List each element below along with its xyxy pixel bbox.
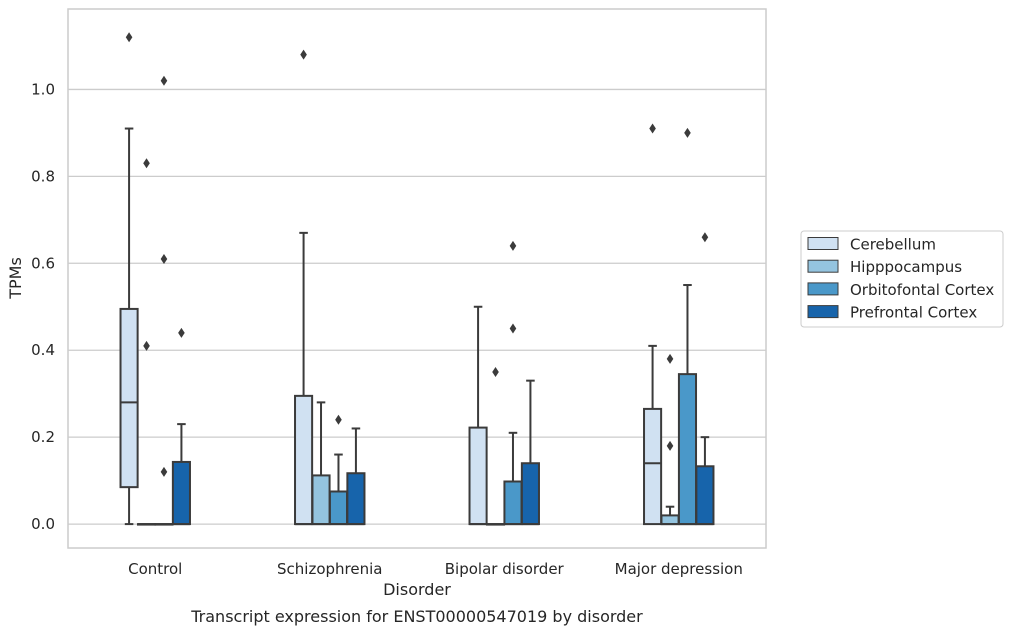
legend-swatch	[807, 305, 839, 319]
box-group	[328, 414, 349, 526]
x-tick-label: Schizophrenia	[277, 560, 382, 578]
box-group	[154, 75, 174, 526]
box	[119, 307, 139, 489]
x-tick-label: Major depression	[615, 560, 743, 578]
outlier-point	[160, 466, 168, 477]
box-group	[503, 240, 523, 526]
plot-frame	[67, 8, 767, 549]
legend-swatch	[807, 282, 839, 296]
box-group	[468, 305, 488, 526]
box	[328, 490, 349, 526]
box	[643, 407, 663, 526]
figure-caption: Transcript expression for ENST0000054701…	[190, 607, 643, 626]
box	[520, 462, 540, 526]
box-plot-series	[119, 32, 715, 526]
box-group	[119, 32, 139, 526]
box	[468, 426, 488, 526]
legend-label: Cerebellum	[850, 236, 936, 254]
box	[294, 394, 314, 526]
outlier-point	[649, 123, 656, 134]
legend-swatch	[807, 237, 839, 250]
outlier-point	[160, 75, 168, 86]
box-group	[346, 427, 366, 526]
box-group	[294, 49, 314, 526]
outlier-point	[300, 49, 307, 60]
outlier-point	[178, 327, 185, 338]
box	[503, 480, 523, 526]
box-group	[520, 379, 540, 526]
x-axis-label: Disorder	[383, 580, 451, 599]
outlier-point	[143, 340, 150, 351]
outlier-point	[492, 366, 499, 377]
x-tick-label: Bipolar disorder	[445, 560, 565, 578]
legend-label: Orbitofontal Cortex	[850, 281, 994, 299]
legend-label: Prefrontal Cortex	[850, 304, 977, 322]
y-tick-label: 1.0	[31, 80, 55, 98]
box-group	[171, 327, 191, 526]
box-group	[136, 158, 157, 526]
box-group	[485, 366, 506, 526]
box-group	[695, 232, 715, 526]
y-tick-label: 0.0	[31, 515, 55, 533]
x-tick-label: Control	[128, 560, 182, 578]
box	[311, 474, 331, 526]
box	[677, 373, 698, 526]
x-axis-ticks: Control Schizophrenia Bipolar disorder Majo…	[128, 560, 743, 578]
outlier-point	[666, 353, 674, 364]
y-tick-label: 0.6	[31, 254, 55, 272]
y-tick-label: 0.4	[31, 341, 55, 359]
box	[695, 465, 715, 526]
outlier-point	[684, 127, 691, 138]
box	[346, 472, 366, 526]
legend: Cerebellum Hipppocampus Orbitofontal Corte…	[800, 230, 1004, 328]
y-tick-label: 0.8	[31, 167, 55, 185]
outlier-point	[125, 32, 133, 43]
outlier-point	[666, 440, 674, 451]
y-axis-ticks: 0.0 0.2 0.4 0.6 0.8 1.0	[31, 80, 55, 533]
box-group	[311, 401, 331, 526]
legend-swatch	[807, 259, 839, 273]
outlier-point	[335, 414, 342, 425]
outlier-point	[509, 240, 517, 251]
y-axis-label: TPMs	[6, 257, 25, 300]
box-group	[643, 123, 663, 526]
outlier-point	[509, 323, 517, 334]
box-group	[677, 127, 698, 526]
box	[171, 460, 191, 526]
legend-frame	[800, 230, 1004, 328]
box-group	[660, 353, 680, 526]
legend-label: Hipppocampus	[850, 258, 962, 276]
y-tick-label: 0.2	[31, 428, 55, 446]
box	[660, 514, 680, 526]
outlier-point	[143, 158, 150, 169]
outlier-point	[160, 253, 168, 264]
outlier-point	[701, 232, 709, 243]
